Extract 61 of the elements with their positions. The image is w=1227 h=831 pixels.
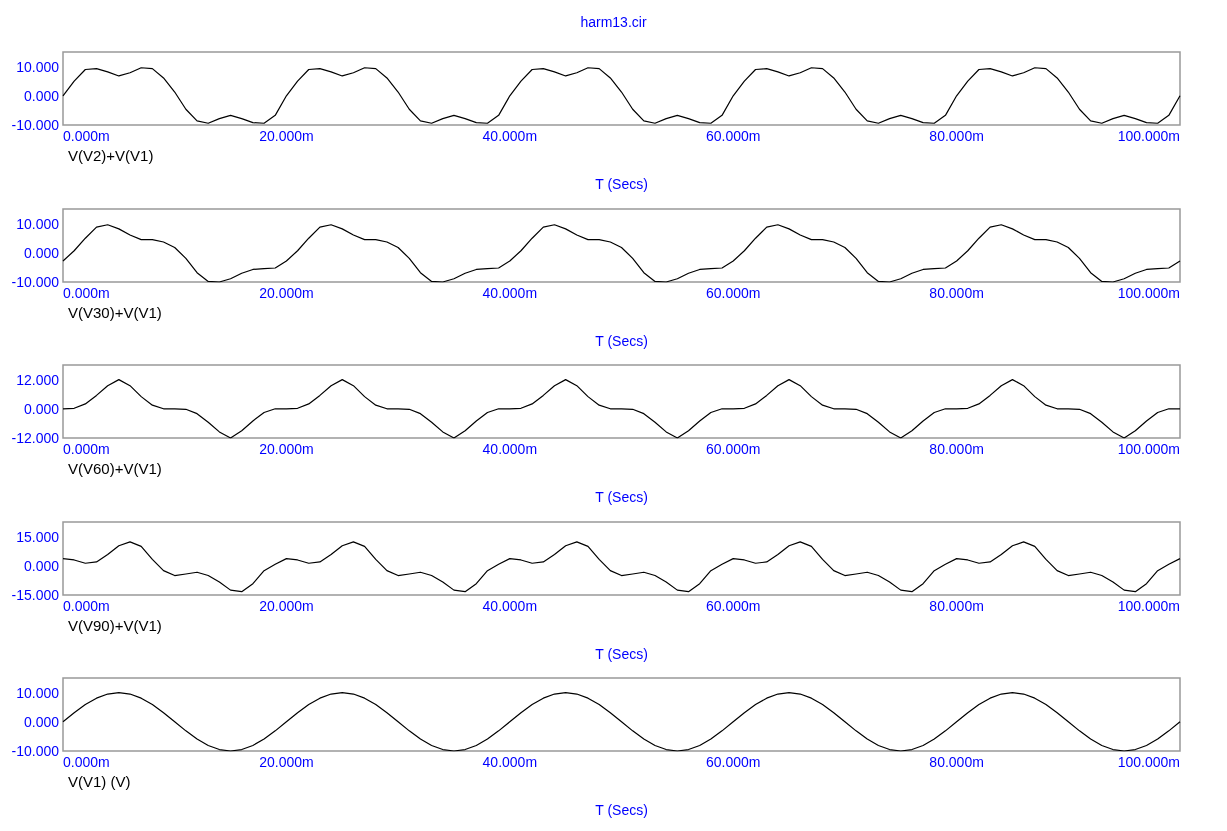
line-series	[62, 379, 1181, 439]
text: V(V30)+V(V1)	[68, 303, 162, 321]
y-tick-label: 10.000	[16, 215, 60, 232]
x-axis-title: T (Secs)	[595, 176, 648, 192]
y-tick-label: -10.000	[11, 117, 60, 133]
x-tick-label: 60.000m	[705, 754, 761, 770]
x-tick-label: 0.000m	[63, 128, 110, 144]
x-tick-label: 20.000m	[259, 754, 314, 770]
x-axis-title: T (Secs)	[595, 489, 648, 505]
x-tick-label: 80.000m	[929, 128, 984, 144]
x-tick-label: 100.000m	[1117, 441, 1180, 457]
y-tick-label: 12.000	[16, 371, 60, 388]
x-tick-label: 100.000m	[1117, 128, 1180, 144]
x-tick-label: 20.000m	[259, 441, 314, 457]
y-tick-label: 0.000	[23, 400, 60, 417]
x-tick-label: 60.000m	[705, 284, 761, 301]
y-tick-label: -15.000	[11, 586, 60, 603]
x-tick-label: 0.000m	[63, 284, 110, 301]
x-tick-label: 80.000m	[929, 754, 984, 770]
x-tick-label: 80.000m	[929, 597, 984, 614]
y-tick-label: 0.000	[23, 244, 60, 261]
x-tick-label: 40.000m	[482, 441, 538, 457]
line-series	[62, 540, 1181, 592]
x-axis-title: T (Secs)	[595, 645, 648, 662]
y-tick-label: 0.000	[23, 87, 60, 104]
x-tick-label: 100.000m	[1117, 284, 1180, 301]
x-tick-label: 0.000m	[63, 441, 110, 457]
x-axis-title: T (Secs)	[595, 802, 648, 818]
x-tick-label: 40.000m	[482, 284, 538, 301]
y-tick-label: -10.000	[11, 743, 60, 759]
line-series	[62, 223, 1181, 283]
x-tick-label: 80.000m	[929, 441, 984, 457]
y-tick-label: 0.000	[23, 713, 60, 730]
x-tick-label: 40.000m	[482, 754, 538, 770]
x-tick-label: 60.000m	[705, 597, 761, 614]
chart-title: harm13.cir	[579, 14, 648, 30]
x-tick-label: 80.000m	[929, 284, 984, 301]
y-tick-label: 10.000	[16, 58, 60, 75]
x-tick-label: 100.000m	[1117, 597, 1180, 614]
x-tick-label: 100.000m	[1117, 754, 1180, 770]
x-tick-label: 0.000m	[63, 754, 110, 770]
y-tick-label: -10.000	[11, 273, 60, 290]
text: V(V1) (V)	[68, 773, 131, 790]
x-tick-label: 20.000m	[259, 597, 314, 614]
x-tick-label: 0.000m	[63, 597, 110, 614]
y-tick-label: 15.000	[16, 528, 60, 545]
text: V(V60)+V(V1)	[68, 460, 162, 477]
x-tick-label: 40.000m	[482, 597, 538, 614]
x-tick-label: 60.000m	[705, 128, 761, 144]
x-axis-title: T (Secs)	[595, 332, 648, 349]
x-tick-label: 60.000m	[705, 441, 761, 457]
text: V(V90)+V(V1)	[68, 616, 162, 634]
x-tick-label: 20.000m	[259, 128, 314, 144]
line-series	[62, 67, 1181, 124]
y-tick-label: -12.000	[11, 430, 60, 446]
text: V(V2)+V(V1)	[68, 147, 154, 164]
y-tick-label: 10.000	[16, 684, 60, 701]
x-tick-label: 20.000m	[259, 284, 314, 301]
x-tick-label: 40.000m	[482, 128, 538, 144]
line-series	[62, 692, 1181, 752]
y-tick-label: 0.000	[23, 557, 60, 574]
